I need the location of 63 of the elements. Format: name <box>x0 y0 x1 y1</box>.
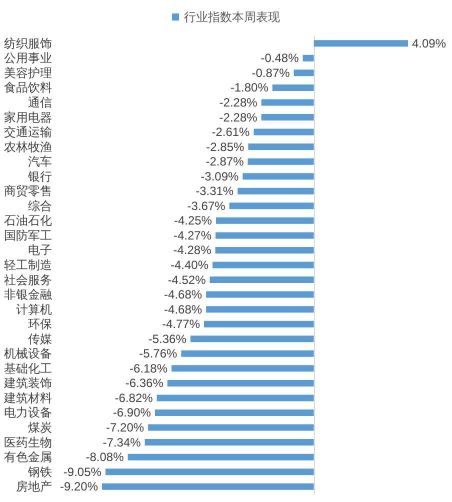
data-label: -9.05% <box>63 464 102 479</box>
y-tick-label: 建筑材料 <box>3 390 52 405</box>
data-label: -4.40% <box>170 258 209 272</box>
data-label: -8.08% <box>86 450 124 464</box>
y-tick-label: 通信 <box>28 95 52 110</box>
data-label: -4.52% <box>168 272 206 287</box>
data-label: -7.20% <box>106 420 144 435</box>
data-label: -2.87% <box>206 154 244 169</box>
data-label: -4.77% <box>162 317 200 332</box>
y-tick-label: 有色金属 <box>4 450 52 464</box>
data-label: -1.80% <box>230 80 269 95</box>
y-tick-label: 传媒 <box>28 332 52 346</box>
data-label: -2.28% <box>219 95 258 110</box>
data-label: -2.85% <box>206 140 245 154</box>
y-tick-label: 建筑装饰 <box>3 376 52 390</box>
y-tick-label: 家用电器 <box>4 110 52 124</box>
data-label: -4.28% <box>173 243 212 258</box>
y-tick-label: 计算机 <box>16 302 52 316</box>
y-tick-label: 交通运输 <box>4 125 52 140</box>
y-tick-label: 房地产 <box>16 480 52 494</box>
data-label: -6.18% <box>130 361 168 376</box>
data-label: -9.20% <box>60 480 98 494</box>
y-tick-label: 汽车 <box>28 154 52 169</box>
y-tick-label: 食品饮料 <box>4 80 52 95</box>
data-label: -6.82% <box>114 390 154 405</box>
legend-label: 行业指数本周表现 <box>184 10 280 24</box>
y-tick-label: 社会服务 <box>4 272 52 287</box>
data-label: -5.76% <box>139 346 178 361</box>
data-label: -2.61% <box>212 125 250 140</box>
y-tick-label: 农林牧渔 <box>4 140 52 154</box>
y-tick-label: 电力设备 <box>4 406 52 420</box>
data-label: -4.68% <box>164 302 202 316</box>
y-tick-label: 煤炭 <box>28 420 52 435</box>
y-tick-label: 国防军工 <box>4 228 52 242</box>
y-tick-label: 钢铁 <box>27 464 52 479</box>
data-label: -3.67% <box>187 198 226 213</box>
y-tick-label: 综合 <box>28 198 52 213</box>
y-tick-label: 电子 <box>28 243 52 258</box>
data-label: -0.87% <box>252 66 290 80</box>
y-tick-label: 轻工制造 <box>4 258 52 272</box>
data-label: -3.31% <box>196 184 234 198</box>
y-tick-label: 美容护理 <box>4 66 52 80</box>
y-tick-label: 银行 <box>27 169 52 184</box>
y-tick-label: 非银金融 <box>4 288 52 302</box>
data-label: -4.25% <box>174 214 212 228</box>
data-label: -3.09% <box>200 169 239 184</box>
data-label: -2.28% <box>219 110 258 124</box>
data-label: -7.34% <box>102 435 142 450</box>
y-tick-label: 机械设备 <box>4 346 52 361</box>
y-tick-label: 医药生物 <box>4 435 52 450</box>
y-tick-label: 公用事业 <box>4 51 52 66</box>
data-label: -6.36% <box>125 376 164 390</box>
data-label: -4.27% <box>173 228 212 242</box>
data-label: -6.90% <box>112 406 152 420</box>
data-label: -5.36% <box>148 332 187 346</box>
y-tick-label: 环保 <box>28 317 52 332</box>
data-label: -0.48% <box>260 51 300 66</box>
y-tick-label: 商贸零售 <box>4 184 52 198</box>
y-tick-label: 石油石化 <box>4 214 52 228</box>
data-label: 4.09% <box>412 36 446 50</box>
data-label: -4.68% <box>164 288 202 302</box>
y-tick-label: 纺织服饰 <box>4 36 52 50</box>
y-tick-label: 基础化工 <box>4 361 52 376</box>
